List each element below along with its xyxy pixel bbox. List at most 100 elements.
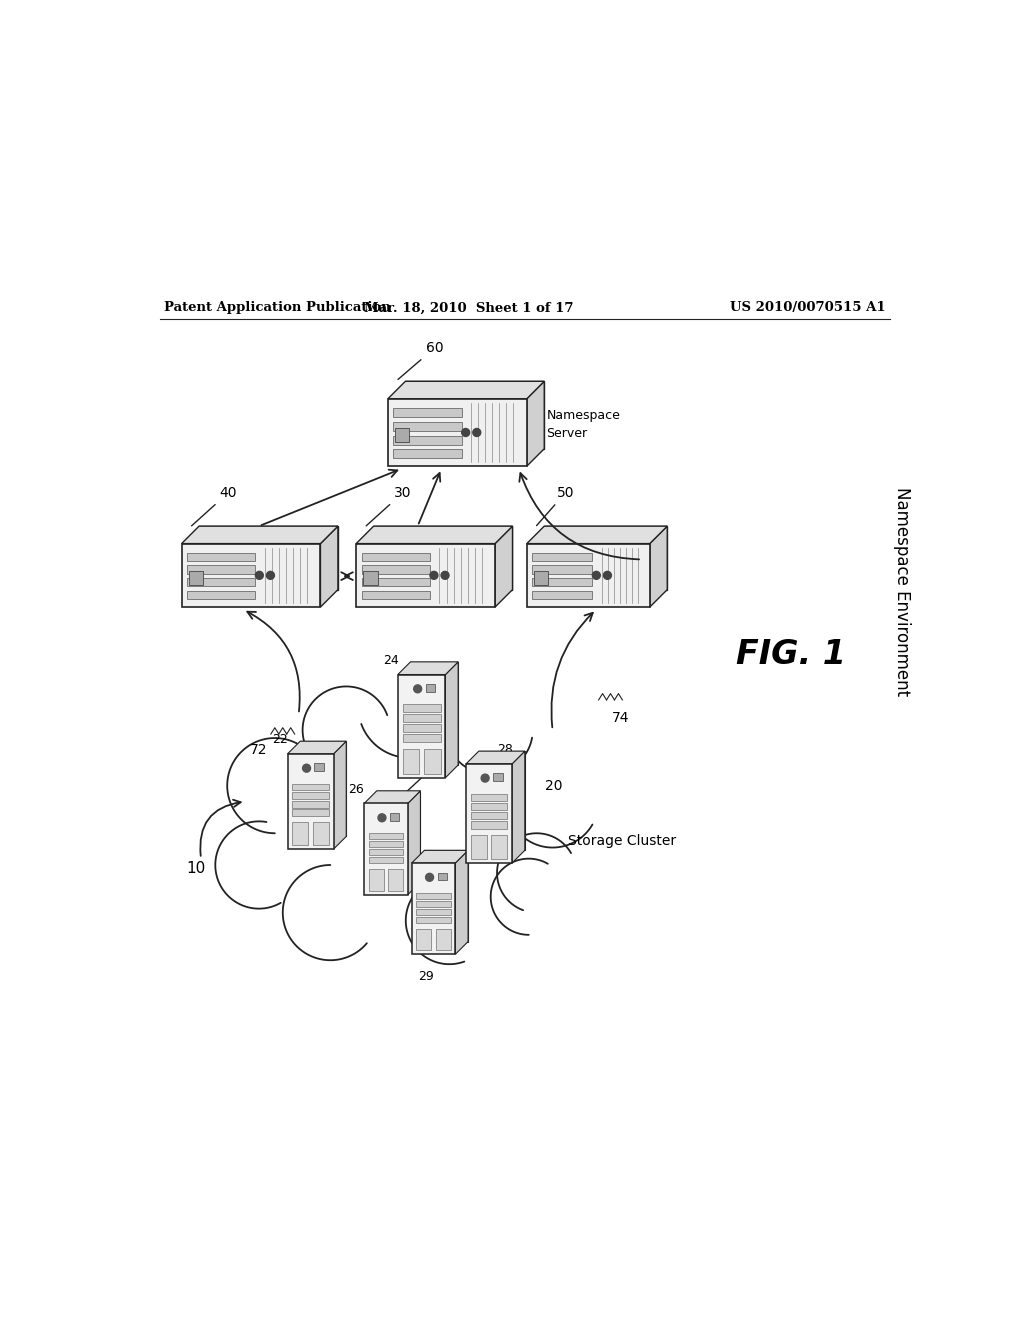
Polygon shape bbox=[215, 686, 593, 964]
Bar bbox=[411, 661, 458, 766]
Bar bbox=[369, 841, 403, 847]
Bar bbox=[292, 809, 329, 816]
Polygon shape bbox=[495, 527, 512, 607]
Circle shape bbox=[378, 814, 386, 822]
Bar bbox=[397, 675, 445, 777]
Text: 60: 60 bbox=[398, 341, 443, 379]
Circle shape bbox=[473, 429, 480, 437]
Text: Namespace
Server: Namespace Server bbox=[547, 409, 621, 440]
Bar bbox=[426, 684, 435, 692]
Bar bbox=[356, 544, 495, 607]
Polygon shape bbox=[412, 850, 468, 863]
Bar bbox=[292, 822, 308, 845]
Bar bbox=[292, 792, 329, 799]
Bar bbox=[402, 705, 440, 713]
Text: 29: 29 bbox=[418, 970, 433, 983]
Bar bbox=[412, 863, 456, 954]
Text: 72: 72 bbox=[250, 743, 267, 756]
Circle shape bbox=[303, 764, 310, 772]
Polygon shape bbox=[466, 751, 524, 764]
Bar bbox=[292, 784, 329, 791]
Text: 50: 50 bbox=[537, 486, 574, 525]
Circle shape bbox=[426, 874, 433, 882]
Circle shape bbox=[430, 572, 438, 579]
Polygon shape bbox=[408, 791, 421, 895]
Circle shape bbox=[255, 572, 263, 579]
Bar bbox=[314, 763, 324, 771]
Text: FIG. 1: FIG. 1 bbox=[735, 638, 846, 671]
Bar bbox=[288, 754, 334, 849]
Bar bbox=[471, 836, 486, 859]
Bar bbox=[361, 578, 430, 586]
Polygon shape bbox=[321, 527, 338, 607]
Bar bbox=[292, 801, 329, 808]
Bar bbox=[417, 929, 431, 950]
Circle shape bbox=[462, 429, 470, 437]
Text: Mar. 18, 2010  Sheet 1 of 17: Mar. 18, 2010 Sheet 1 of 17 bbox=[365, 301, 574, 314]
Polygon shape bbox=[181, 527, 338, 544]
Bar bbox=[393, 436, 462, 445]
Bar bbox=[417, 908, 451, 915]
Text: 20: 20 bbox=[545, 779, 562, 792]
Bar bbox=[471, 803, 507, 810]
Bar bbox=[402, 734, 440, 742]
Bar bbox=[417, 900, 451, 907]
Bar bbox=[390, 813, 399, 821]
Bar bbox=[361, 565, 430, 574]
Text: 26: 26 bbox=[348, 783, 364, 796]
Polygon shape bbox=[445, 661, 458, 777]
Bar bbox=[369, 857, 403, 863]
Text: 24: 24 bbox=[384, 653, 399, 667]
Bar bbox=[199, 527, 338, 590]
Bar bbox=[313, 822, 329, 845]
Bar bbox=[406, 381, 544, 449]
Bar bbox=[393, 408, 462, 417]
Bar bbox=[532, 591, 592, 599]
Bar bbox=[393, 449, 462, 458]
Bar bbox=[188, 570, 203, 585]
Bar bbox=[388, 399, 526, 466]
Text: US 2010/0070515 A1: US 2010/0070515 A1 bbox=[730, 301, 886, 314]
Circle shape bbox=[414, 685, 422, 693]
Polygon shape bbox=[288, 742, 346, 754]
Bar bbox=[492, 836, 507, 859]
Polygon shape bbox=[526, 527, 668, 544]
Bar bbox=[369, 833, 403, 840]
Bar bbox=[365, 804, 408, 895]
Bar bbox=[544, 527, 668, 590]
Bar bbox=[364, 570, 378, 585]
Bar bbox=[424, 748, 440, 774]
Bar bbox=[436, 929, 451, 950]
Bar bbox=[494, 774, 503, 781]
Circle shape bbox=[481, 774, 489, 781]
Bar bbox=[466, 764, 512, 863]
Polygon shape bbox=[456, 850, 468, 954]
Polygon shape bbox=[388, 381, 544, 399]
Bar bbox=[361, 553, 430, 561]
Bar bbox=[393, 422, 462, 430]
Bar bbox=[187, 578, 255, 586]
Bar bbox=[471, 821, 507, 829]
Bar bbox=[377, 791, 421, 882]
Polygon shape bbox=[365, 791, 421, 804]
Text: 74: 74 bbox=[612, 711, 630, 725]
Bar bbox=[395, 428, 410, 442]
Bar bbox=[187, 553, 255, 561]
Bar bbox=[402, 725, 440, 731]
Polygon shape bbox=[397, 661, 458, 675]
Text: Patent Application Publication: Patent Application Publication bbox=[164, 301, 390, 314]
Text: 28: 28 bbox=[497, 743, 513, 756]
Circle shape bbox=[266, 572, 274, 579]
Polygon shape bbox=[526, 381, 544, 466]
Text: 22: 22 bbox=[272, 733, 288, 746]
Bar bbox=[479, 751, 525, 850]
Bar bbox=[388, 869, 403, 891]
Bar bbox=[181, 544, 321, 607]
Text: 40: 40 bbox=[191, 486, 237, 525]
Bar bbox=[369, 869, 384, 891]
Bar bbox=[532, 578, 592, 586]
Bar bbox=[402, 748, 419, 774]
Bar bbox=[534, 570, 548, 585]
Bar bbox=[532, 565, 592, 574]
Polygon shape bbox=[334, 742, 346, 849]
